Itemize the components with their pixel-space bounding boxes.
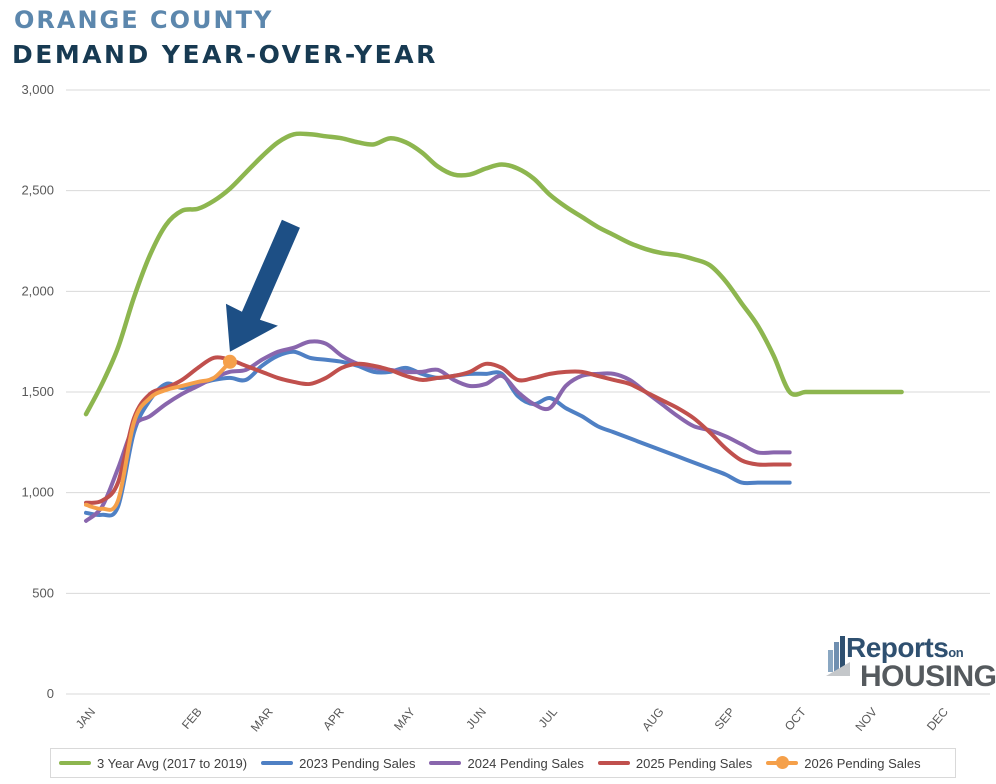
x-tick-label-jan: JAN bbox=[73, 705, 98, 731]
logo-word-housing: HOUSING bbox=[860, 660, 996, 693]
series-line-2 bbox=[84, 339, 792, 523]
y-axis-tick-labels: 0 500 1,000 1,500 2,000 2,500 3,000 bbox=[21, 82, 54, 701]
arrow-icon bbox=[225, 219, 300, 352]
x-tick-label-jul: JUL bbox=[536, 705, 561, 731]
legend-label: 2025 Pending Sales bbox=[635, 755, 753, 771]
x-tick-label-feb: FEB bbox=[179, 705, 205, 732]
x-tick-label-nov: NOV bbox=[852, 705, 879, 734]
x-tick-label-dec: DEC bbox=[924, 705, 951, 734]
legend-swatch bbox=[766, 756, 799, 769]
legend-swatch bbox=[597, 761, 630, 765]
legend-swatch bbox=[429, 761, 462, 765]
legend-label: 2023 Pending Sales bbox=[299, 755, 416, 771]
x-tick-label-jun: JUN bbox=[463, 705, 489, 732]
legend-label: 3 Year Avg (2017 to 2019) bbox=[97, 755, 248, 771]
latest-point-marker bbox=[222, 354, 237, 369]
y-tick-label: 3,000 bbox=[21, 82, 54, 97]
logo-word-reports: Reportson bbox=[846, 632, 964, 663]
legend-swatch bbox=[59, 761, 91, 765]
x-axis-tick-labels: JAN FEB MAR APR MAY JUN JUL AUG SEP OCT NOV DEC bbox=[73, 704, 951, 734]
legend-item-0: 3 Year Avg (2017 to 2019) bbox=[59, 756, 247, 771]
y-tick-label: 500 bbox=[32, 585, 54, 600]
legend-label: 2026 Pending Sales bbox=[804, 755, 921, 771]
x-tick-label-aug: AUG bbox=[639, 705, 666, 734]
logo-mark-icon bbox=[826, 636, 850, 676]
y-tick-label: 2,000 bbox=[21, 283, 54, 298]
arrow-annotation bbox=[225, 219, 300, 352]
legend-item-4: 2026 Pending Sales bbox=[766, 755, 921, 771]
series-lines bbox=[83, 131, 904, 523]
x-tick-label-apr: APR bbox=[320, 705, 347, 733]
legend-item-2: 2024 Pending Sales bbox=[429, 755, 584, 771]
x-tick-label-sep: SEP bbox=[712, 705, 738, 732]
legend-swatch bbox=[261, 761, 294, 765]
reports-on-housing-logo: Reportson HOUSING bbox=[826, 630, 996, 693]
y-tick-label: 1,000 bbox=[21, 485, 54, 500]
legend-item-1: 2023 Pending Sales bbox=[261, 756, 415, 771]
y-tick-label: 0 bbox=[47, 686, 54, 701]
series-line-3 bbox=[84, 355, 792, 505]
legend-label: 2024 Pending Sales bbox=[467, 755, 584, 771]
legend-item-3: 2025 Pending Sales bbox=[597, 755, 753, 771]
x-tick-label-mar: MAR bbox=[248, 705, 276, 735]
series-line-4 bbox=[84, 359, 232, 512]
title-line-1: ORANGE COUNTY bbox=[14, 6, 274, 34]
y-tick-label: 2,500 bbox=[21, 183, 54, 198]
series-line-0 bbox=[83, 131, 904, 417]
x-tick-label-oct: OCT bbox=[782, 704, 809, 733]
title-line-2: DEMAND YEAR-OVER-YEAR bbox=[12, 40, 438, 69]
legend: 3 Year Avg (2017 to 2019) 2023 Pending Sa… bbox=[50, 748, 956, 778]
y-tick-label: 1,500 bbox=[21, 384, 54, 399]
x-tick-label-may: MAY bbox=[391, 705, 418, 733]
